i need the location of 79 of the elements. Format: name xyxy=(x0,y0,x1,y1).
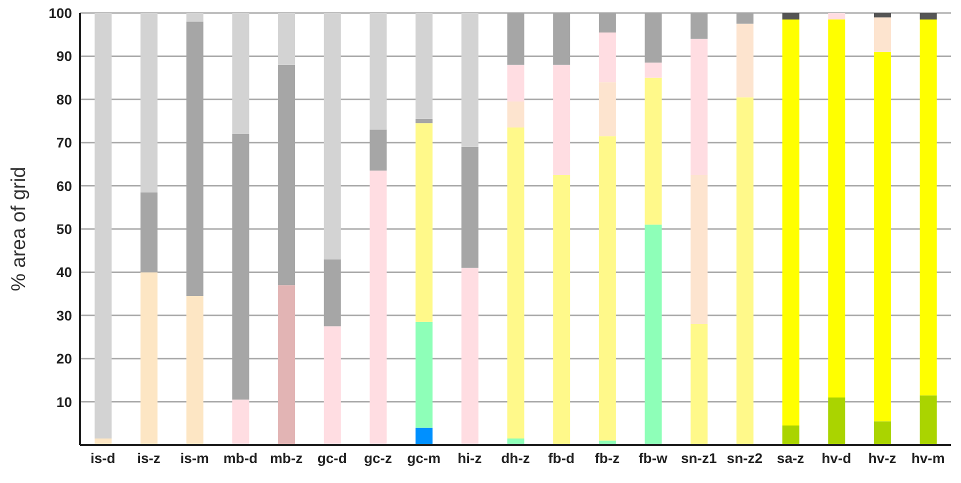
x-tick-label: fb-z xyxy=(594,450,620,466)
y-tick-label: 90 xyxy=(56,48,72,64)
bar xyxy=(278,285,296,445)
x-tick-label: hv-m xyxy=(911,450,945,466)
bar xyxy=(644,78,662,225)
bar xyxy=(186,13,204,22)
y-tick-label: 60 xyxy=(56,178,72,194)
bar xyxy=(278,13,296,65)
bar xyxy=(370,13,387,130)
x-tick-label: sn-z2 xyxy=(726,450,763,466)
bar xyxy=(553,175,570,445)
bar xyxy=(416,118,433,124)
y-tick-label: 80 xyxy=(56,91,72,108)
bar xyxy=(736,97,754,445)
bar xyxy=(782,426,800,445)
x-tick-label: mb-d xyxy=(223,450,258,466)
bar xyxy=(598,32,616,82)
y-tick-label: 70 xyxy=(56,134,72,151)
bar xyxy=(507,102,524,128)
y-tick-label: 30 xyxy=(56,307,72,324)
bar xyxy=(644,224,662,445)
bar xyxy=(416,322,433,428)
bar xyxy=(370,170,387,445)
x-tick-label: mb-z xyxy=(270,450,303,466)
bar xyxy=(828,13,846,20)
bar xyxy=(690,38,708,175)
x-tick-label: fb-w xyxy=(638,450,668,466)
y-axis-title: % area of grid xyxy=(8,166,30,292)
bar xyxy=(232,400,250,445)
x-tick-label: fb-d xyxy=(548,450,575,466)
bar xyxy=(507,127,524,439)
bar xyxy=(416,13,433,119)
bar xyxy=(416,428,433,445)
bar xyxy=(461,268,478,445)
bar xyxy=(736,24,754,98)
bar xyxy=(598,136,616,441)
bar xyxy=(874,52,891,422)
x-tick-label: dh-z xyxy=(501,450,530,466)
x-tick-label: gc-z xyxy=(364,450,392,466)
bar xyxy=(94,13,112,439)
bar xyxy=(553,64,570,175)
x-tick-label: sn-z1 xyxy=(680,450,717,466)
y-tick-label: 100 xyxy=(48,4,72,21)
bar xyxy=(782,13,800,20)
bar xyxy=(507,64,524,102)
bar xyxy=(324,13,341,260)
x-tick-label: is-m xyxy=(180,450,210,466)
bar xyxy=(140,13,158,192)
bar xyxy=(782,19,800,426)
x-tick-label: gc-d xyxy=(317,450,347,466)
bar xyxy=(416,123,433,322)
x-tick-label: is-d xyxy=(90,450,116,466)
bar xyxy=(461,13,478,147)
bar xyxy=(920,395,937,445)
bar xyxy=(874,13,891,18)
y-tick-label: 10 xyxy=(56,394,72,410)
bar xyxy=(828,19,846,398)
y-tick-label: 20 xyxy=(56,350,72,367)
x-tick-label: hi-z xyxy=(458,450,482,466)
bar xyxy=(140,272,158,445)
x-tick-label: sa-z xyxy=(776,450,804,466)
bar xyxy=(828,397,846,445)
bar xyxy=(324,326,341,445)
bar xyxy=(690,324,708,445)
bar xyxy=(644,62,662,78)
x-tick-label: hv-d xyxy=(822,450,852,466)
bar xyxy=(874,17,891,52)
bar xyxy=(186,296,204,445)
y-tick-label: 50 xyxy=(56,220,72,237)
bar xyxy=(598,82,616,136)
y-tick-label: 40 xyxy=(56,264,72,280)
bar xyxy=(920,19,937,396)
x-tick-label: gc-m xyxy=(407,450,441,466)
bar xyxy=(874,421,891,445)
bar xyxy=(920,13,937,20)
bar xyxy=(232,13,250,134)
bar xyxy=(690,175,708,324)
x-tick-label: is-z xyxy=(137,450,160,466)
x-tick-label: hv-z xyxy=(868,450,896,466)
